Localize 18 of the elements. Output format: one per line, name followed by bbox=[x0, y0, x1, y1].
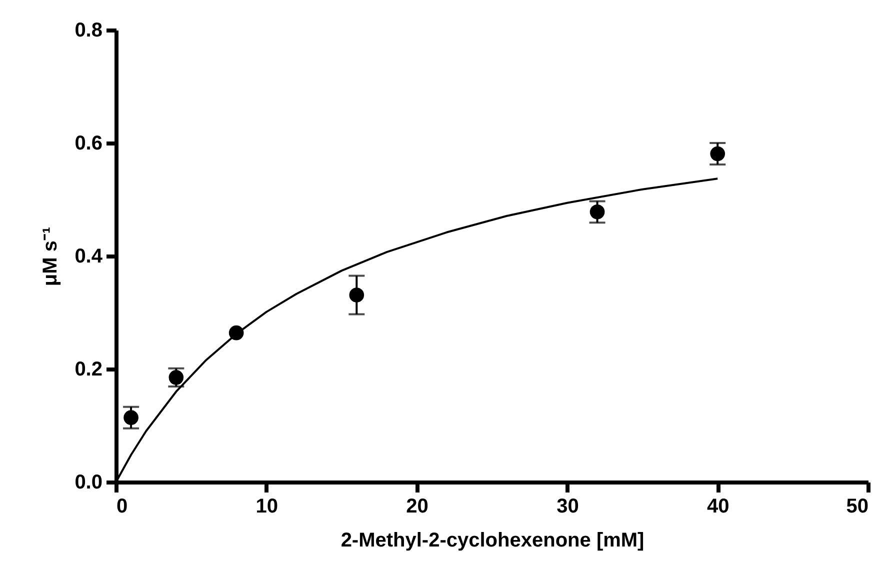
y-tick-label: 0.4 bbox=[74, 246, 104, 268]
point bbox=[168, 370, 184, 385]
x-tick-label: 10 bbox=[256, 496, 278, 518]
y-tick-label: 0.6 bbox=[74, 132, 102, 154]
point bbox=[124, 410, 138, 425]
point bbox=[349, 288, 364, 302]
point bbox=[590, 204, 605, 220]
x-tick-label: 0 bbox=[116, 496, 128, 518]
x-axis-title: 2-Methyl-2-cyclohexenone [mM] bbox=[340, 530, 644, 552]
y-tick-label: 0.2 bbox=[74, 358, 102, 380]
y-tick-label: 0.0 bbox=[74, 472, 102, 494]
x-tick-label: 30 bbox=[556, 496, 579, 518]
x-tick-label: 40 bbox=[706, 496, 730, 518]
point bbox=[710, 146, 726, 162]
y-tick-label: 0.8 bbox=[74, 20, 102, 42]
x-tick-label: 50 bbox=[846, 496, 868, 518]
y-axis-title: μM s⁻¹ bbox=[40, 226, 62, 286]
x-tick-label: 20 bbox=[406, 496, 428, 518]
